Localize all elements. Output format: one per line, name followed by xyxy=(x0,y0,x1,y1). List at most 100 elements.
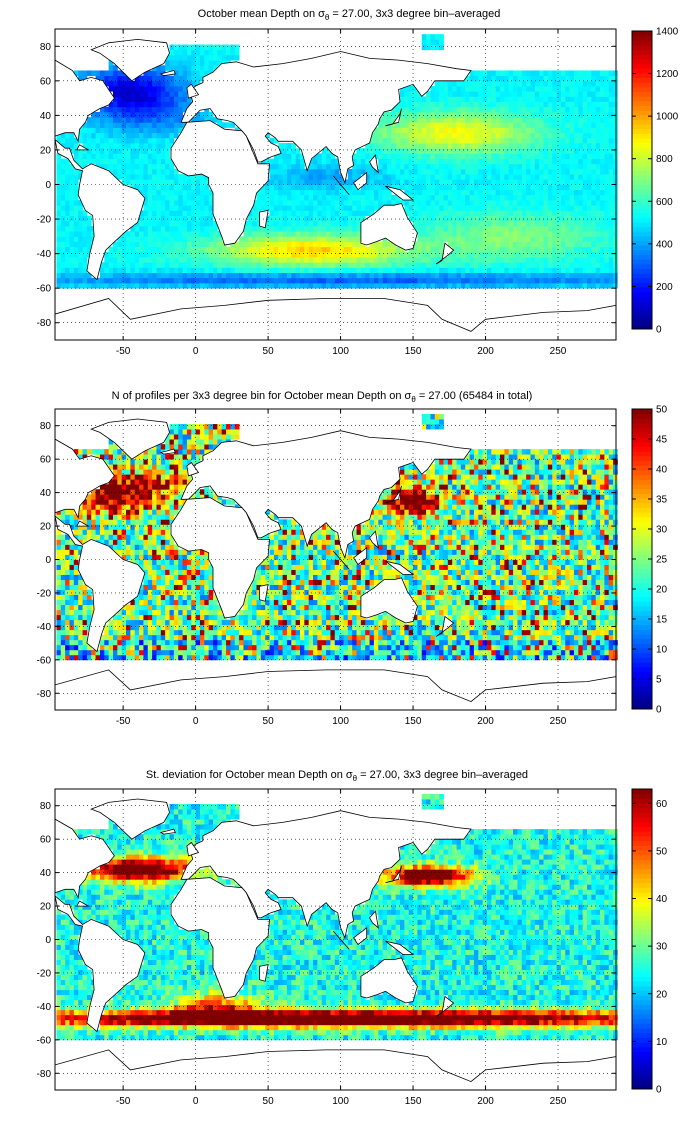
heatmap-cell xyxy=(186,236,192,242)
heatmap-cell xyxy=(104,639,110,646)
heatmap-cell xyxy=(573,277,579,284)
heatmap-cell xyxy=(604,179,610,185)
heatmap-cell xyxy=(147,604,153,611)
heatmap-cell xyxy=(82,524,88,530)
heatmap-cell xyxy=(86,70,92,77)
heatmap-cell xyxy=(582,80,588,87)
heatmap-cell xyxy=(430,153,436,159)
heatmap-cell xyxy=(565,122,571,128)
heatmap-cell xyxy=(473,163,479,170)
heatmap-cell xyxy=(613,184,618,191)
heatmap-cell xyxy=(247,225,253,232)
heatmap-cell xyxy=(591,143,597,149)
heatmap-cell xyxy=(60,634,66,641)
heatmap-cell xyxy=(243,257,249,263)
heatmap-cell xyxy=(452,101,457,108)
heatmap-cell xyxy=(147,524,153,530)
heatmap-cell xyxy=(356,272,362,279)
heatmap-cell xyxy=(534,117,540,123)
heatmap-cell xyxy=(117,127,123,134)
heatmap-cell xyxy=(587,143,592,149)
heatmap-cell xyxy=(191,70,197,77)
heatmap-cell xyxy=(278,220,283,227)
heatmap-cell xyxy=(121,519,127,525)
heatmap-cell xyxy=(595,163,601,170)
heatmap-cell xyxy=(578,272,584,279)
heatmap-cell xyxy=(426,44,431,51)
heatmap-cell xyxy=(456,184,462,191)
heatmap-cell xyxy=(178,54,183,61)
heatmap-cell xyxy=(104,111,110,118)
heatmap-cell xyxy=(130,236,136,242)
heatmap-cell xyxy=(517,137,523,144)
heatmap-cell xyxy=(186,277,192,284)
heatmap-cell xyxy=(504,122,510,128)
heatmap-cell xyxy=(587,75,592,82)
heatmap-cell xyxy=(569,122,575,128)
heatmap-cell xyxy=(108,127,114,134)
heatmap-cell xyxy=(260,282,266,289)
heatmap-cell xyxy=(543,272,549,279)
heatmap-cell xyxy=(108,514,114,520)
heatmap-cell xyxy=(587,231,592,237)
heatmap-cell xyxy=(413,210,418,216)
heatmap-cell xyxy=(269,220,275,227)
heatmap-cell xyxy=(521,132,527,139)
heatmap-cell xyxy=(165,163,170,170)
heatmap-cell xyxy=(56,236,62,242)
heatmap-cell xyxy=(439,117,444,123)
heatmap-cell xyxy=(413,179,418,185)
heatmap-cell xyxy=(595,194,601,201)
heatmap-cell xyxy=(504,194,510,201)
heatmap-cell xyxy=(343,210,349,216)
heatmap-cell xyxy=(165,220,170,227)
heatmap-cell xyxy=(117,282,123,289)
heatmap-cell xyxy=(556,106,562,113)
heatmap-cell xyxy=(404,205,410,211)
heatmap-cell xyxy=(587,246,592,253)
heatmap-cell xyxy=(552,86,557,92)
heatmap-cell xyxy=(447,132,453,139)
heatmap-cell xyxy=(252,220,257,227)
heatmap-cell xyxy=(469,111,475,118)
heatmap-cell xyxy=(430,189,436,196)
heatmap-cell xyxy=(600,272,605,279)
heatmap-cell xyxy=(56,634,62,641)
heatmap-cell xyxy=(182,86,188,92)
heatmap-cell xyxy=(152,549,157,555)
heatmap-cell xyxy=(82,519,88,525)
heatmap-cell xyxy=(199,246,205,253)
heatmap-cell xyxy=(513,205,518,211)
heatmap-cell xyxy=(373,179,379,185)
heatmap-cell xyxy=(282,267,288,274)
heatmap-cell xyxy=(73,514,79,520)
heatmap-cell xyxy=(587,210,592,216)
heatmap-cell xyxy=(378,282,384,289)
heatmap-cell xyxy=(160,96,166,102)
heatmap-cell xyxy=(382,236,388,242)
heatmap-cell xyxy=(552,168,557,175)
heatmap-cell xyxy=(495,257,501,263)
heatmap-cell xyxy=(421,179,427,185)
heatmap-cell xyxy=(526,267,531,274)
heatmap-cell xyxy=(56,509,62,515)
x-tick-label: 0 xyxy=(193,346,199,357)
heatmap-cell xyxy=(308,168,314,175)
heatmap-cell xyxy=(473,267,479,274)
heatmap-cell xyxy=(82,634,88,641)
heatmap-cell xyxy=(478,148,484,154)
heatmap-cell xyxy=(126,282,131,289)
heatmap-cell xyxy=(469,189,475,196)
heatmap-cell xyxy=(608,70,614,77)
heatmap-cell xyxy=(369,246,375,253)
heatmap-cell xyxy=(143,215,149,222)
heatmap-cell xyxy=(356,225,362,232)
heatmap-cell xyxy=(139,634,144,641)
heatmap-cell xyxy=(400,148,405,154)
heatmap-cell xyxy=(308,215,314,222)
colorbar-tick-label: 400 xyxy=(656,239,673,250)
heatmap-cell xyxy=(473,210,479,216)
heatmap-cell xyxy=(73,277,79,284)
heatmap-cell xyxy=(595,143,601,149)
heatmap-cell xyxy=(104,529,110,535)
